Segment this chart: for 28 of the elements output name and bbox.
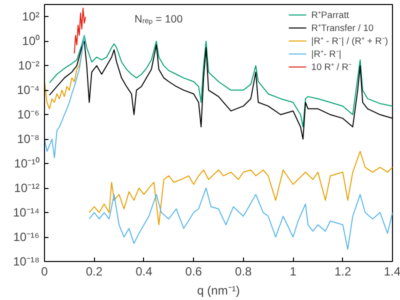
x-tick-label: 0.2 xyxy=(86,264,103,278)
y-tick-label: 10⁻¹⁸ xyxy=(13,254,40,268)
y-tick-label: 10⁻⁸ xyxy=(17,132,40,146)
x-tick-label: 1.4 xyxy=(384,264,400,278)
y-tick-label: 10⁻² xyxy=(18,58,40,73)
y-tick-label: 10⁻¹⁴ xyxy=(13,206,40,220)
x-axis-title: q (nm⁻¹) xyxy=(197,284,240,298)
line-series xyxy=(48,34,392,128)
y-tick-label: 10² xyxy=(22,10,40,24)
y-tick-label: 10⁻¹⁰ xyxy=(14,156,40,171)
legend-label: 10 R⁺ / R⁻ xyxy=(311,61,352,73)
legend-label: |R⁺- R⁻| xyxy=(311,48,342,60)
legend-label: |R⁺ - R⁻| / (R⁺ + R⁻) xyxy=(311,35,388,47)
y-tick-label: 10⁰ xyxy=(22,34,40,48)
x-tick-label: 0.8 xyxy=(235,264,252,278)
y-tick-label: 10⁻¹² xyxy=(14,181,40,196)
legend-label: R⁺Parratt xyxy=(311,9,350,21)
line-series xyxy=(74,8,86,54)
y-tick-label: 10⁻⁴ xyxy=(16,83,40,98)
x-tick-label: 0.4 xyxy=(136,264,153,278)
x-tick-label: 0.6 xyxy=(185,264,202,278)
x-tick-label: 0 xyxy=(41,264,48,278)
y-tick-label: 10⁻⁶ xyxy=(17,108,40,122)
y-tick-label: 10⁻¹⁶ xyxy=(13,230,40,244)
x-tick-label: 1.2 xyxy=(334,264,352,278)
annotation: Nᵣₑₚ = 100 xyxy=(134,14,183,26)
x-tick-label: 1 xyxy=(290,264,297,278)
legend-label: R⁺Transfer / 10 xyxy=(311,22,374,34)
